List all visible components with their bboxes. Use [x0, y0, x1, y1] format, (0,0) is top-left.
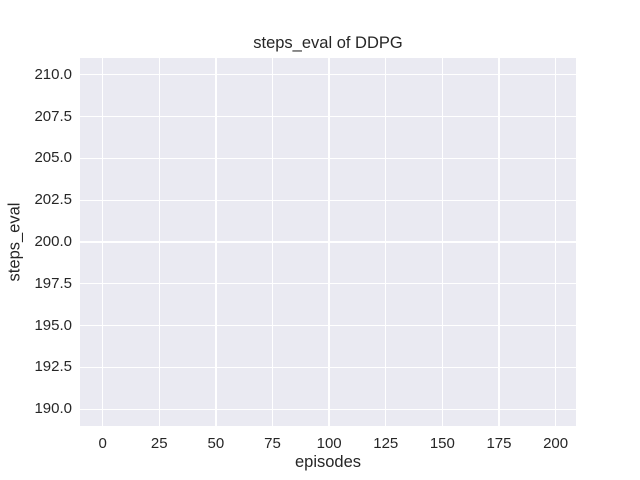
x-tick-label: 75 — [264, 435, 281, 452]
y-tick-label: 202.5 — [34, 191, 72, 209]
y-gridline — [80, 283, 576, 285]
x-axis-label: episodes — [294, 453, 362, 471]
x-tick-label: 100 — [316, 435, 342, 452]
y-tick-label: 190.0 — [34, 400, 72, 418]
plot-area — [80, 58, 576, 426]
y-tick-label: 200.0 — [34, 233, 72, 250]
x-tick-label: 150 — [429, 435, 455, 452]
y-tick-label: 205.0 — [34, 149, 72, 167]
y-tick-label: 192.5 — [34, 358, 72, 376]
x-tick-label: 125 — [373, 435, 399, 452]
y-gridline — [80, 366, 576, 369]
y-gridline — [80, 115, 576, 118]
chart-title: steps_eval of DDPG — [253, 34, 403, 52]
x-tick-label: 0 — [98, 435, 107, 452]
y-gridline — [80, 199, 576, 201]
y-gridline — [80, 408, 576, 410]
y-gridline — [80, 74, 576, 76]
y-gridline — [80, 241, 576, 243]
y-gridline — [80, 157, 576, 159]
y-tick-label: 195.0 — [34, 316, 72, 334]
y-tick-label: 210.0 — [34, 65, 72, 83]
y-tick-label: 207.5 — [34, 107, 72, 125]
x-tick-label: 25 — [150, 435, 168, 452]
y-tick-label: 197.5 — [34, 274, 72, 292]
x-tick-label: 175 — [486, 435, 512, 452]
x-tick-label: 50 — [207, 435, 225, 452]
x-tick-label: 200 — [543, 435, 569, 452]
y-gridline — [80, 324, 576, 327]
